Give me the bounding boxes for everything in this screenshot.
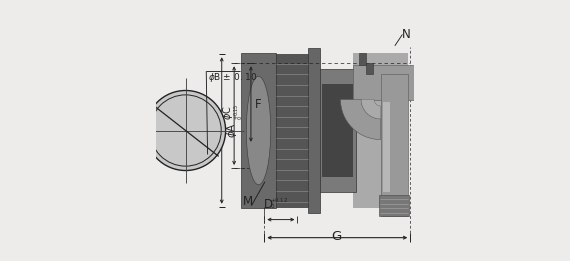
Bar bbox=[308, 48, 320, 213]
Text: $^{+0.12}_{0}$: $^{+0.12}_{0}$ bbox=[270, 196, 287, 211]
Bar bbox=[241, 53, 276, 208]
Text: N: N bbox=[402, 28, 411, 41]
Bar bbox=[367, 63, 373, 74]
Text: D: D bbox=[264, 198, 273, 211]
Bar bbox=[323, 84, 353, 177]
Text: $\phi$A: $\phi$A bbox=[225, 123, 239, 138]
Bar bbox=[383, 102, 389, 192]
Wedge shape bbox=[340, 99, 381, 140]
Bar bbox=[353, 65, 426, 99]
Bar bbox=[381, 74, 408, 216]
Bar bbox=[359, 53, 367, 65]
Ellipse shape bbox=[246, 76, 271, 185]
Text: M: M bbox=[242, 195, 253, 208]
Bar bbox=[379, 195, 409, 216]
Ellipse shape bbox=[145, 91, 226, 170]
Text: $^{+0.15}_{0}$: $^{+0.15}_{0}$ bbox=[233, 103, 246, 120]
Text: $\phi$C: $\phi$C bbox=[222, 106, 235, 120]
Bar bbox=[353, 53, 408, 208]
Bar bbox=[276, 54, 308, 207]
Text: F: F bbox=[255, 98, 262, 110]
Text: G: G bbox=[332, 230, 342, 243]
Bar bbox=[320, 69, 356, 192]
Wedge shape bbox=[361, 99, 381, 119]
Text: $\phi$B ± 0. 10: $\phi$B ± 0. 10 bbox=[207, 71, 257, 84]
